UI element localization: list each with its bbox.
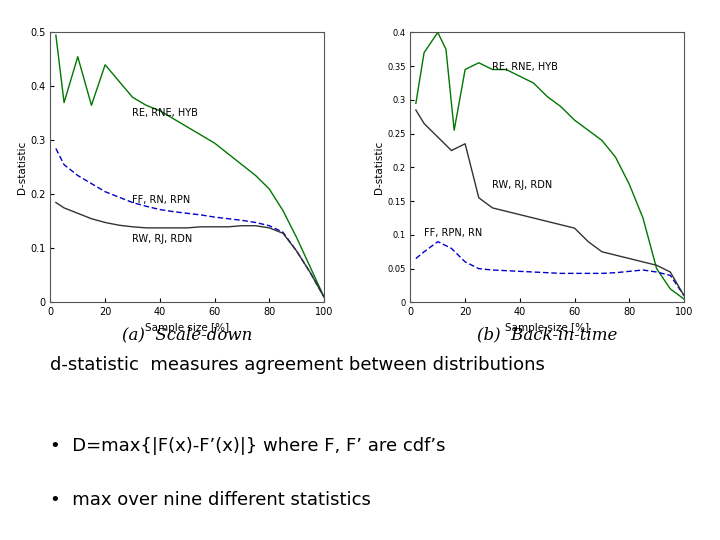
Text: •  D=max{|F(x)-F’(x)|} where F, F’ are cdf’s: • D=max{|F(x)-F’(x)|} where F, F’ are cd… [50, 437, 446, 455]
Text: (a)  Scale-down: (a) Scale-down [122, 327, 253, 343]
Text: •  max over nine different statistics: • max over nine different statistics [50, 491, 372, 509]
Text: FF, RN, RPN: FF, RN, RPN [132, 194, 191, 205]
X-axis label: Sample size [%]: Sample size [%] [145, 323, 229, 333]
Y-axis label: D-statistic: D-statistic [17, 141, 27, 194]
Text: RW, RJ, RDN: RW, RJ, RDN [492, 180, 553, 190]
X-axis label: Sample size [%]: Sample size [%] [505, 323, 589, 333]
Text: RE, RNE, HYB: RE, RNE, HYB [132, 108, 198, 118]
Text: d-statistic  measures agreement between distributions: d-statistic measures agreement between d… [50, 356, 545, 374]
Text: (b)  Back-in-time: (b) Back-in-time [477, 327, 617, 343]
Text: RE, RNE, HYB: RE, RNE, HYB [492, 62, 558, 71]
Y-axis label: D-statistic: D-statistic [374, 141, 384, 194]
Text: FF, RPN, RN: FF, RPN, RN [424, 228, 482, 238]
Text: RW, RJ, RDN: RW, RJ, RDN [132, 234, 193, 244]
